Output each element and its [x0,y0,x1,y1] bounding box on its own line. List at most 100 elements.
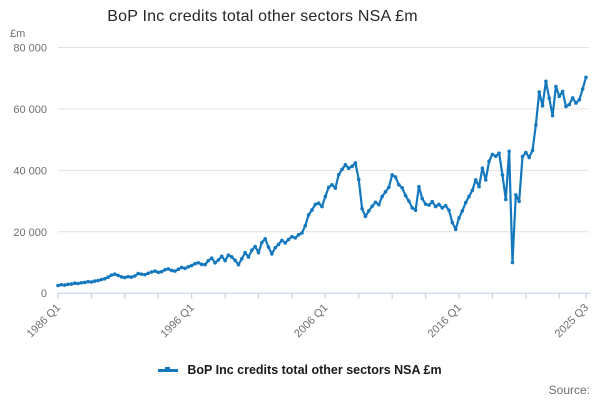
data-point-marker [544,79,548,84]
data-point-marker [467,194,471,199]
data-point-marker [320,204,324,209]
data-point-marker [283,241,288,245]
data-point-marker [189,263,194,268]
data-point-marker [497,151,501,155]
data-point-marker [447,208,451,213]
data-point-marker [296,233,301,237]
data-point-marker [350,164,354,169]
data-point-marker [537,90,542,94]
data-point-marker [146,271,151,276]
data-point-marker [527,155,531,160]
data-point-marker [109,273,114,277]
data-point-marker [340,167,344,172]
data-point-marker [380,194,384,199]
data-point-marker [199,262,204,267]
data-point-marker [460,209,465,213]
data-point-marker [236,262,241,267]
y-tick-label: 20 000 [13,227,47,239]
data-point-marker [420,196,425,201]
source-label: Source: [548,383,590,397]
data-point-marker [286,237,291,242]
data-point-marker [316,201,321,206]
data-point-marker [343,163,348,167]
data-point-marker [306,213,311,217]
data-point-marker [387,185,391,190]
data-point-marker [567,102,572,107]
data-point-marker [196,260,201,265]
data-point-marker [570,96,575,100]
data-point-marker [333,186,338,190]
data-point-marker [303,223,308,228]
data-point-marker [326,185,331,190]
data-point-marker [530,148,535,153]
data-point-marker [240,257,244,261]
data-point-marker [577,97,582,102]
data-point-marker [564,104,568,109]
legend-series-label[interactable]: BoP Inc credits total other sectors NSA … [187,363,442,377]
data-point-marker [186,264,191,269]
data-point-marker [203,262,207,267]
data-point-marker [524,150,528,155]
data-point-marker [410,206,415,210]
data-point-marker [123,275,127,280]
data-point-marker [223,258,227,263]
x-tick-label: 2025 Q3 [553,302,591,340]
data-point-marker [383,190,388,194]
data-point-marker [133,274,137,278]
y-tick-label: 40 000 [13,165,47,177]
data-point-marker [470,188,475,193]
data-point-marker [507,149,511,154]
data-point-marker [480,166,485,170]
data-point-marker [554,84,558,89]
data-point-marker [417,184,421,189]
data-point-marker [500,173,505,177]
data-point-marker [290,234,294,239]
data-point-marker [393,175,398,179]
data-point-marker [473,178,478,182]
data-point-marker [423,202,428,206]
data-point-marker [69,282,74,286]
data-point-marker [216,258,221,262]
data-point-marker [534,123,538,127]
data-point-marker [183,266,187,271]
data-point-marker [256,250,261,255]
data-point-marker [213,260,217,265]
data-point-marker [176,267,181,272]
data-point-marker [143,272,147,277]
data-point-marker [116,273,120,278]
data-point-marker [407,199,411,203]
data-point-marker [520,154,525,159]
data-point-marker [156,270,161,275]
data-point-marker [273,245,278,250]
data-point-marker [400,186,405,190]
data-point-marker [510,260,515,265]
data-point-marker [437,202,441,207]
y-tick-label: 60 000 [13,104,47,116]
data-point-marker [253,244,257,249]
data-point-marker [233,258,237,263]
data-point-marker [493,154,498,159]
data-point-marker [96,278,100,283]
data-point-marker [450,220,455,225]
data-point-marker [136,271,140,276]
data-point-marker [457,216,461,220]
y-axis-unit-label: £m [10,28,26,40]
data-point-marker [102,276,107,281]
data-point-marker [209,256,214,260]
data-point-marker [366,209,371,213]
data-point-marker [346,166,351,170]
y-tick-label: 80 000 [13,43,47,55]
data-point-marker [373,200,378,205]
data-point-marker [443,203,448,208]
data-point-marker [580,87,585,91]
data-point-marker [477,184,481,189]
data-point-marker [370,204,374,209]
data-point-marker [250,248,254,252]
data-point-marker [66,282,70,287]
data-point-marker [92,279,97,283]
data-point-marker [487,159,491,163]
data-point-marker [76,281,80,286]
data-point-marker [323,194,328,199]
data-point-marker [62,283,67,287]
